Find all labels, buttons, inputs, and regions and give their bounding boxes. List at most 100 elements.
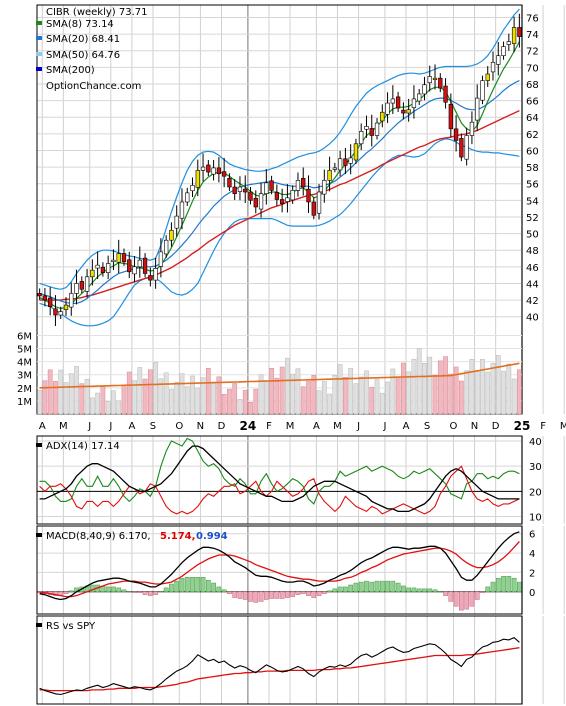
x-tick-label: M [333, 421, 342, 432]
rs-line [39, 636, 520, 696]
macd-histogram-bar [195, 577, 201, 593]
candle-body [469, 121, 475, 136]
price-tick-label: 72 [526, 47, 539, 58]
candle-body [485, 73, 490, 81]
candle-body [506, 41, 511, 45]
volume-bar [84, 378, 90, 415]
candle-body [395, 96, 401, 109]
volume-bar [195, 387, 201, 415]
macd-histogram-bar [511, 577, 517, 593]
price-tick-label: 52 [526, 213, 539, 224]
price-tick-label: 54 [526, 196, 539, 207]
macd-histogram-bar [221, 589, 227, 593]
candle-body [42, 295, 48, 301]
volume-bar [501, 370, 506, 415]
volume-bar [121, 386, 127, 415]
candle-body [248, 191, 253, 201]
candle-body [343, 158, 348, 166]
macd-histogram-bar [306, 591, 311, 596]
macd-histogram-bar [184, 577, 190, 593]
macd-histogram-bar [353, 582, 359, 593]
volume-tick-label: 1M [17, 397, 32, 408]
volume-bar [253, 388, 259, 415]
price-tick-label: 64 [526, 113, 539, 124]
volume-bar [485, 371, 491, 415]
volume-bar [422, 363, 427, 415]
macd-histogram-bar [385, 580, 390, 593]
volume-bar [474, 370, 480, 415]
plus-di-line [39, 437, 520, 505]
x-tick-label: A [39, 421, 46, 432]
x-tick-label: N [197, 421, 204, 432]
macd-signal-value: 5.174, [160, 531, 195, 542]
macd-frame [36, 525, 523, 615]
candle-body [385, 102, 390, 115]
rs-frame [36, 615, 523, 705]
macd-histogram-bar [279, 591, 285, 599]
price-tick-label: 50 [526, 230, 539, 241]
volume-bar [42, 380, 48, 415]
candle-body [137, 259, 142, 268]
macd-histogram-bar [132, 591, 137, 593]
adx-legend: ADX(14) 17.14 [36, 441, 120, 452]
macd-hist-value: 0.994 [196, 531, 228, 542]
volume-bar [63, 382, 69, 415]
macd-histogram-bar [495, 577, 501, 593]
macd-histogram-bar [390, 580, 396, 593]
macd-histogram-bar [111, 586, 116, 593]
candle-body [459, 138, 464, 158]
minus-di-line [39, 465, 520, 515]
volume-bar [137, 367, 143, 415]
volume-bar [169, 389, 174, 415]
candle-body [95, 264, 100, 269]
candle-body [279, 199, 285, 204]
volume-bar [95, 392, 100, 415]
macd-histogram-bar [337, 586, 343, 593]
candle-body [501, 46, 506, 57]
candle-body [179, 201, 185, 219]
macd-histogram-bar [137, 591, 143, 593]
volume-tick-label: 6M [17, 331, 32, 342]
price-tick-label: 60 [526, 146, 539, 157]
macd-histogram-bar [63, 591, 69, 594]
candle-body [316, 191, 322, 214]
candle-body [417, 93, 422, 102]
volume-bar [321, 381, 327, 415]
volume-bar [89, 397, 95, 415]
volume-bar [232, 383, 238, 415]
volume-bar [353, 383, 359, 415]
macd-histogram-bar [211, 582, 216, 593]
macd-tick-label: 6 [529, 530, 535, 541]
volume-bar [480, 359, 485, 415]
macd-histogram-bar [464, 591, 470, 610]
volume-bar [411, 358, 417, 415]
macd-histogram-bar [358, 581, 364, 593]
macd-histogram-bar [295, 591, 301, 595]
volume-bar [263, 382, 269, 415]
volume-bar [68, 373, 74, 415]
volume-bar [237, 399, 243, 415]
x-tick-label: A [403, 421, 410, 432]
candle-body [258, 193, 264, 210]
volume-bar [274, 377, 280, 415]
macd-histogram-bar [364, 580, 369, 593]
x-tick-label: O [175, 421, 183, 432]
candle-body [142, 257, 148, 274]
candle-body [353, 143, 359, 161]
macd-histogram-bar [443, 591, 448, 596]
adx-swatch [36, 443, 42, 447]
volume-bar [343, 376, 348, 415]
volume-bar [190, 375, 195, 415]
candle-body [216, 167, 222, 175]
macd-histogram-bar [332, 588, 338, 593]
macd-histogram-bar [263, 591, 269, 600]
macd-histogram-bar [469, 591, 475, 607]
x-tick-label: S [150, 421, 156, 432]
macd-histogram-bar [448, 591, 454, 602]
price-legend: CIBR (weekly) 73.71 SMA(8) 73.14 SMA(20)… [36, 7, 148, 92]
macd-histogram-bar [411, 587, 417, 593]
candle-body [106, 263, 111, 273]
legend-swatch-sma8 [36, 21, 42, 25]
volume-bar [364, 370, 369, 415]
